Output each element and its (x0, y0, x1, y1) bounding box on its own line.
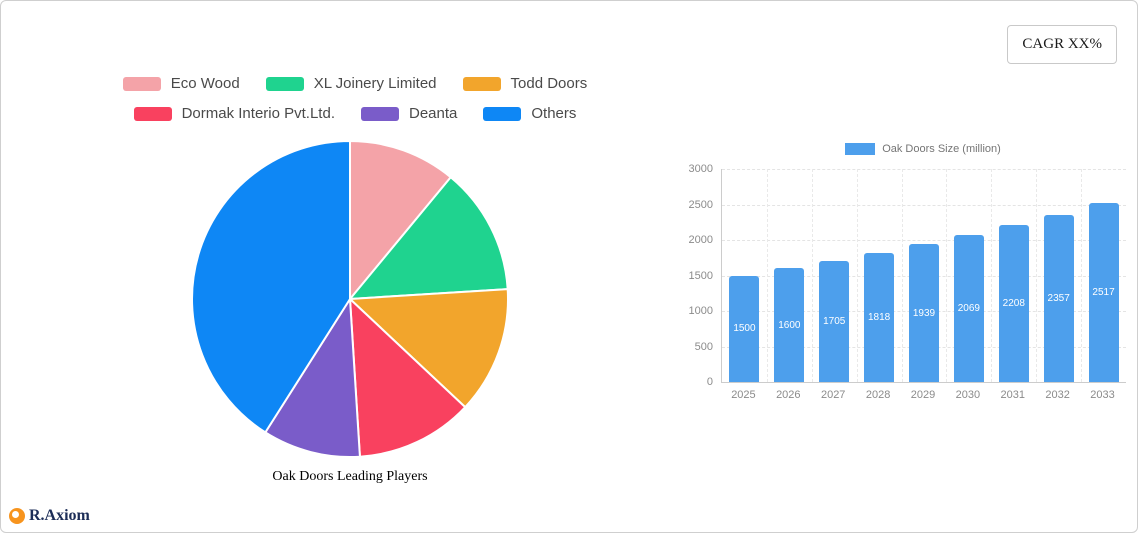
bar-value-label: 1500 (733, 323, 756, 335)
bar-value-label: 2357 (1047, 292, 1070, 304)
pie-slice-2 (349, 288, 510, 409)
x-tick-label: 2029 (910, 389, 936, 401)
gridline-horizontal (722, 240, 1126, 241)
x-tick-label: 2027 (820, 389, 846, 401)
bar-value-label: 1818 (867, 311, 891, 323)
legend-swatch (133, 106, 172, 121)
gridline-vertical (766, 169, 768, 382)
y-tick-label: 1000 (688, 305, 713, 317)
legend-item: Deanta (361, 105, 457, 122)
pie-chart (191, 140, 510, 459)
legend-row: Dormak Interio Pvt.Ltd. Deanta Others (81, 105, 629, 122)
bar-legend: Oak Doors Size (million) (721, 143, 1125, 155)
x-tick-label: 2033 (1090, 389, 1115, 401)
legend-item: Eco Wood (122, 75, 240, 92)
bar-2030: 2069 (953, 235, 984, 382)
bar-2032: 2357 (1043, 214, 1074, 382)
bar-2028: 1818 (864, 252, 895, 382)
x-tick-label: 2032 (1045, 389, 1070, 401)
x-tick-label: 2030 (955, 389, 981, 401)
gridline-vertical (991, 169, 993, 382)
pie-slice-3 (349, 298, 467, 458)
bar-chart-section: Oak Doors Size (million) 0 500 1000 1500 200… (687, 141, 1137, 413)
legend-label: Deanta (409, 105, 458, 122)
gridline-vertical (811, 169, 813, 382)
y-tick-label: 2000 (688, 234, 713, 246)
legend-item: XL Joinery Limited (265, 75, 437, 92)
bar-2029: 1939 (909, 244, 939, 382)
x-tick-label: 2031 (1000, 389, 1025, 401)
bar-x-axis-labels: 2025 2026 2027 2028 2029 2030 2031 2032 2033 (721, 389, 1125, 405)
gridline-vertical (1081, 169, 1083, 382)
bar-2031: 2208 (998, 225, 1029, 382)
gridline-vertical (946, 169, 948, 382)
pie-slice-4 (264, 298, 361, 459)
pie-slice-5 (191, 140, 351, 434)
bar-value-label: 1705 (823, 315, 846, 327)
y-tick-label: 1500 (688, 269, 713, 282)
legend-label: Todd Doors (510, 75, 588, 92)
legend-item: Todd Doors (462, 75, 588, 92)
x-tick-label: 2028 (865, 389, 891, 401)
gridline-horizontal (722, 204, 1126, 206)
cagr-label: CAGR XX% (1022, 36, 1102, 52)
bar-y-axis-labels: 0 500 1000 1500 2000 2500 3000 (687, 163, 715, 388)
legend-item: Dormak Interio Pvt.Ltd. (133, 105, 335, 122)
legend-row: Eco Wood XL Joinery Limited Todd Doors (81, 75, 629, 92)
bar-2025: 1500 (729, 275, 760, 382)
bar-2033: 2517 (1088, 203, 1119, 382)
gridline-horizontal (722, 169, 1126, 170)
pie-slice-1 (349, 176, 509, 300)
y-tick-label: 500 (694, 340, 713, 353)
bar-plot-area: 1500 1600 1705 1818 1939 2069 2208 2357 2517 (721, 169, 1126, 383)
bar-value-label: 2517 (1092, 287, 1115, 299)
gridline-vertical (856, 169, 858, 382)
legend-label: Others (531, 105, 577, 122)
pie-chart-title: Oak Doors Leading Players (272, 469, 428, 484)
gridline-vertical (1036, 169, 1038, 382)
x-tick-label: 2025 (731, 389, 756, 401)
bar-legend-swatch (845, 143, 876, 155)
legend-item: Others (483, 105, 576, 122)
bar-value-label: 1600 (778, 319, 801, 331)
bar-value-label: 2208 (1002, 298, 1025, 310)
bar-value-label: 2069 (957, 303, 980, 315)
gridline-vertical (901, 169, 903, 382)
bar-2026: 1600 (774, 268, 805, 382)
y-tick-label: 3000 (688, 163, 713, 175)
bar-value-label: 1939 (912, 307, 936, 319)
y-tick-label: 2500 (688, 198, 713, 211)
y-tick-label: 0 (706, 376, 713, 388)
cagr-badge: CAGR XX% (1007, 25, 1117, 64)
x-tick-label: 2026 (776, 389, 801, 401)
legend-swatch (483, 106, 522, 121)
pie-slice-0 (349, 140, 452, 300)
legend-swatch (462, 76, 501, 91)
legend-swatch (265, 76, 304, 91)
bar-2027: 1705 (819, 260, 850, 382)
logo-icon (9, 508, 25, 524)
logo-text: R.Axiom (29, 507, 90, 524)
legend-label: XL Joinery Limited (313, 75, 437, 92)
bar-legend-label: Oak Doors Size (million) (882, 143, 1001, 155)
pie-legend: Eco Wood XL Joinery Limited Todd Doors Dorm… (81, 75, 629, 135)
legend-swatch (122, 76, 161, 91)
legend-label: Dormak Interio Pvt.Ltd. (181, 105, 335, 122)
legend-swatch (361, 106, 399, 121)
legend-label: Eco Wood (170, 75, 240, 92)
logo: R.Axiom (9, 507, 90, 525)
